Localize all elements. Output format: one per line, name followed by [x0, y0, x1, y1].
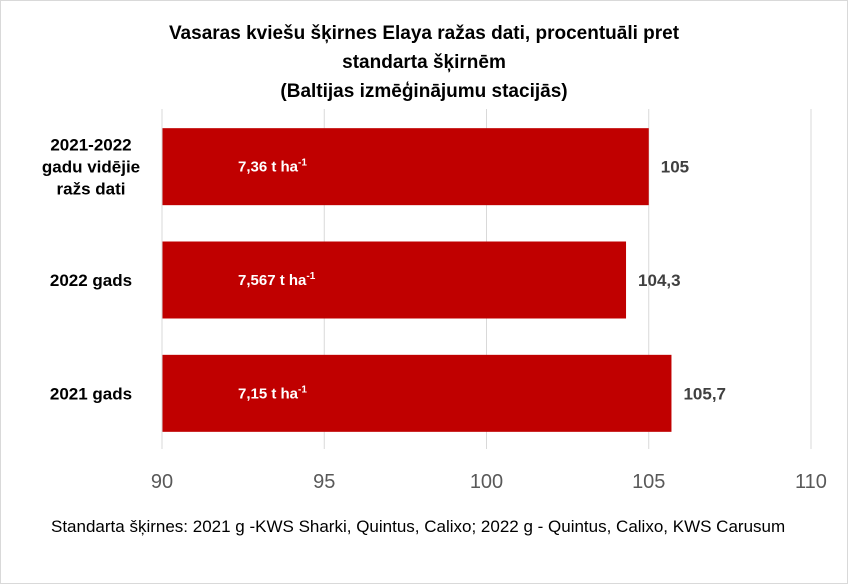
x-tick-label: 105 — [632, 471, 665, 493]
bar — [162, 354, 672, 432]
chart-title: Vasaras kviešu šķirnes Elaya ražas dati,… — [1, 19, 847, 106]
bar-inner-label: 7,567 t ha-1 — [238, 271, 316, 289]
x-tick-label: 95 — [313, 471, 335, 493]
bar-chart: 90 95 100 105 110 7,36 t ha-1 105 2021-2022 gadu… — [42, 109, 827, 493]
bar-value-label: 105 — [661, 158, 689, 177]
category-label: 2021-2022 — [50, 136, 131, 155]
title-line: Vasaras kviešu šķirnes Elaya ražas dati,… — [168, 23, 680, 44]
bar-inner-label: 7,36 t ha-1 — [238, 158, 307, 176]
category-label: ražs dati — [57, 180, 126, 199]
category-label: 2022 gads — [50, 271, 132, 290]
bar-value-label: 105,7 — [683, 384, 726, 403]
x-tick-label: 90 — [151, 471, 173, 493]
title-line: standarta šķirnēm — [342, 52, 506, 73]
category-label: gadu vidējie — [42, 158, 140, 177]
bar-value-label: 104,3 — [638, 271, 681, 290]
footnote: Standarta šķirnes: 2021 g -KWS Sharki, Q… — [51, 517, 786, 536]
bar — [162, 241, 627, 319]
title-line: (Baltijas izmēģinājumu stacijās) — [280, 81, 568, 102]
x-tick-label: 100 — [470, 471, 503, 493]
bar-inner-label: 7,15 t ha-1 — [238, 384, 307, 402]
x-tick-label: 110 — [795, 471, 827, 493]
category-label: 2021 gads — [50, 384, 132, 403]
bar — [162, 128, 649, 206]
